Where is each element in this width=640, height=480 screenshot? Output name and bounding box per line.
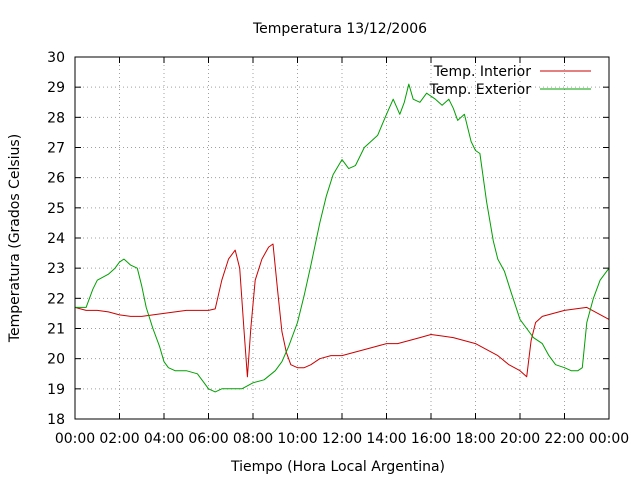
- y-tick-label: 27: [47, 141, 65, 157]
- x-tick-label: 00:00: [55, 431, 95, 447]
- x-tick-labels: 00:00 02:00 04:00 06:00 08:00 10:00 12:00 14:00…: [55, 431, 629, 447]
- y-tick-label: 24: [47, 231, 65, 247]
- y-tick-label: 26: [47, 171, 65, 187]
- plot-frame: [74, 56, 610, 420]
- y-tick-label: 22: [47, 291, 65, 307]
- x-tick-label: 20:00: [500, 431, 540, 447]
- x-tick-label: 10:00: [277, 431, 317, 447]
- x-tick-label: 14:00: [366, 431, 406, 447]
- grid-lines: [75, 57, 609, 419]
- x-tick-label: 02:00: [99, 431, 139, 447]
- y-tick-label: 28: [47, 110, 65, 126]
- x-tick-label: 18:00: [455, 431, 495, 447]
- y-tick-label: 19: [47, 382, 65, 398]
- chart-title: Temperatura 13/12/2006: [252, 21, 427, 37]
- x-axis-label: Tiempo (Hora Local Argentina): [230, 459, 445, 475]
- legend-label-exterior: Temp. Exterior: [429, 82, 532, 98]
- legend: Temp. Interior Temp. Exterior: [429, 64, 591, 98]
- x-tick-label: 04:00: [144, 431, 184, 447]
- series-line-interior: [74, 243, 610, 378]
- series-layer: [74, 83, 610, 393]
- y-tick-label: 18: [47, 412, 65, 428]
- y-tick-label: 23: [47, 261, 65, 277]
- x-tick-label: 16:00: [411, 431, 451, 447]
- y-tick-label: 20: [47, 352, 65, 368]
- y-tick-label: 21: [47, 322, 65, 338]
- x-tick-label: 22:00: [544, 431, 584, 447]
- x-tick-label: 06:00: [188, 431, 228, 447]
- x-tick-label: 12:00: [322, 431, 362, 447]
- series-line-exterior: [75, 83, 610, 393]
- y-tick-labels: 18 19 20 21 22 23 24 25 26 27 28 29 30: [47, 50, 65, 428]
- y-tick-label: 25: [47, 201, 65, 217]
- y-tick-label: 30: [47, 50, 65, 66]
- x-tick-label: 00:00: [589, 431, 629, 447]
- y-tick-label: 29: [47, 80, 65, 96]
- legend-label-interior: Temp. Interior: [433, 64, 532, 80]
- x-tick-label: 08:00: [233, 431, 273, 447]
- y-axis-label: Temperatura (Grados Celsius): [7, 134, 23, 343]
